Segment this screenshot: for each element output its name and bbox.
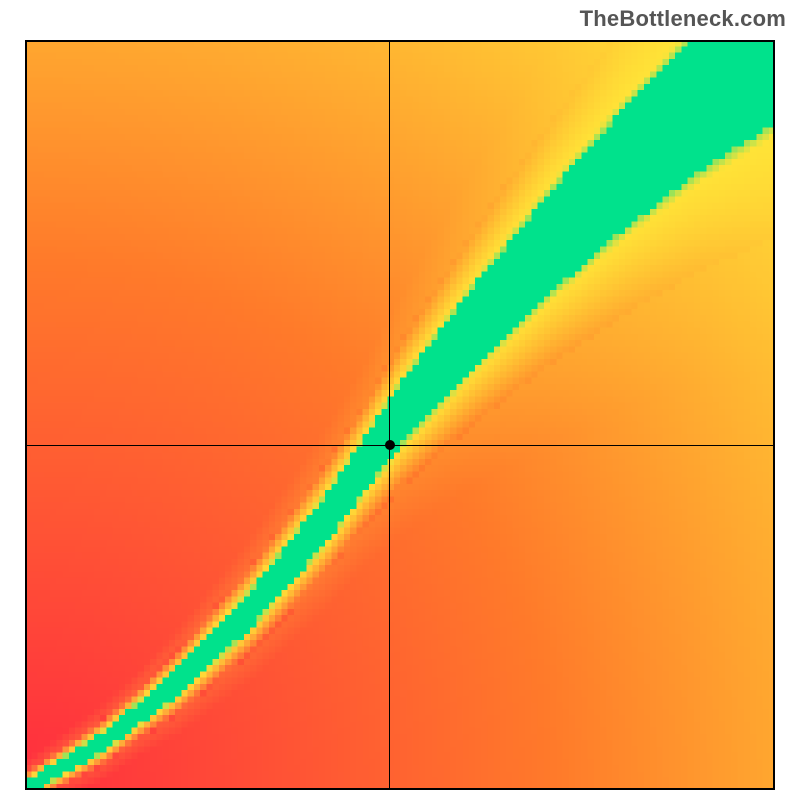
plot-border-left	[25, 40, 27, 790]
plot-border-top	[25, 40, 775, 42]
chart-container: { "watermark": { "text": "TheBottleneck.…	[0, 0, 800, 800]
plot-border-bottom	[25, 788, 775, 790]
watermark-text: TheBottleneck.com	[580, 6, 786, 32]
plot-border-right	[773, 40, 775, 790]
crosshair-point	[385, 440, 395, 450]
crosshair-vertical	[389, 40, 390, 790]
crosshair-horizontal	[25, 445, 775, 446]
bottleneck-heatmap	[25, 40, 775, 790]
